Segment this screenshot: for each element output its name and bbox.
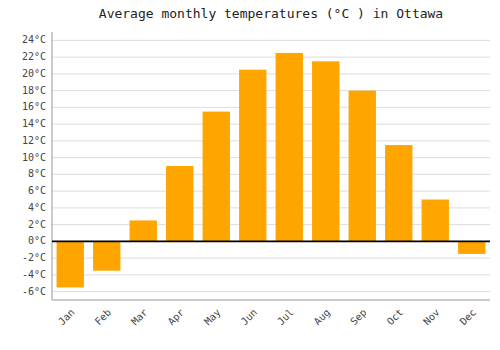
grid-line	[52, 57, 490, 58]
grid-line	[52, 241, 490, 242]
y-tick-label: 4°C	[28, 202, 46, 213]
bar	[312, 61, 339, 241]
bar	[458, 241, 485, 254]
y-tick-label: -6°C	[22, 286, 46, 297]
y-tick-label: 0°C	[28, 235, 46, 246]
x-tick-label: May	[202, 307, 223, 328]
bar	[385, 145, 412, 241]
y-tick-label: 22°C	[22, 51, 46, 62]
bar	[203, 112, 230, 242]
grid-line	[52, 90, 490, 91]
chart: -6°C -4°C -2°C 0°C 2°C 4°C 6°C 8°C 10°C 12°C 14°C 1…	[0, 0, 500, 350]
grid-line	[52, 140, 490, 141]
y-tick-label: 18°C	[22, 85, 46, 96]
x-tick-label: Nov	[421, 307, 442, 328]
y-tick-label: 20°C	[22, 68, 46, 79]
y-tick-label: 12°C	[22, 135, 46, 146]
bar	[166, 166, 193, 241]
bar	[130, 220, 157, 241]
y-tick-label: 10°C	[22, 152, 46, 163]
chart-container: -6°C -4°C -2°C 0°C 2°C 4°C 6°C 8°C 10°C 12°C 14°C 1…	[0, 0, 500, 350]
zero-line	[52, 240, 490, 242]
x-tick-label: Oct	[385, 307, 406, 328]
bars	[52, 53, 490, 288]
y-axis: -6°C -4°C -2°C 0°C 2°C 4°C 6°C 8°C 10°C 12°C 14°C 1…	[22, 34, 46, 296]
x-axis: Jan Feb Mar Apr May Jun Jul Aug Sep Oct Nov Dec	[56, 307, 478, 328]
y-tick-label: 6°C	[28, 185, 46, 196]
y-tick-label: 16°C	[22, 101, 46, 112]
x-tick-label: Jul	[275, 307, 296, 328]
grid-line	[52, 157, 490, 158]
grid-line	[52, 174, 490, 175]
grid	[52, 40, 490, 291]
y-tick-label: 24°C	[22, 34, 46, 45]
grid-line	[52, 40, 490, 41]
x-axis-line	[52, 300, 490, 301]
bar	[349, 91, 376, 242]
x-tick-label: Sep	[348, 307, 369, 328]
grid-line	[52, 291, 490, 292]
title: Average monthly temperatures (°C ) in Ot…	[99, 6, 443, 21]
y-tick-label: -4°C	[22, 269, 46, 280]
bar	[422, 200, 449, 242]
bar	[57, 241, 84, 287]
x-tick-label: Jan	[56, 307, 77, 328]
grid-line	[52, 191, 490, 192]
bar	[239, 70, 266, 242]
grid-line	[52, 107, 490, 108]
x-tick-label: Feb	[93, 307, 114, 328]
bar	[276, 53, 303, 241]
y-tick-label: 14°C	[22, 118, 46, 129]
x-tick-label: Mar	[129, 307, 150, 328]
y-axis-line	[52, 32, 53, 300]
x-tick-label: Aug	[312, 307, 333, 328]
x-tick-label: Dec	[458, 307, 479, 328]
grid-line	[52, 73, 490, 74]
y-tick-label: 2°C	[28, 219, 46, 230]
y-tick-label: -2°C	[22, 252, 46, 263]
x-tick-label: Apr	[166, 307, 187, 328]
y-tick-label: 8°C	[28, 168, 46, 179]
grid-line	[52, 124, 490, 125]
grid-line	[52, 274, 490, 275]
x-tick-label: Jun	[239, 307, 260, 328]
bar	[93, 241, 120, 270]
